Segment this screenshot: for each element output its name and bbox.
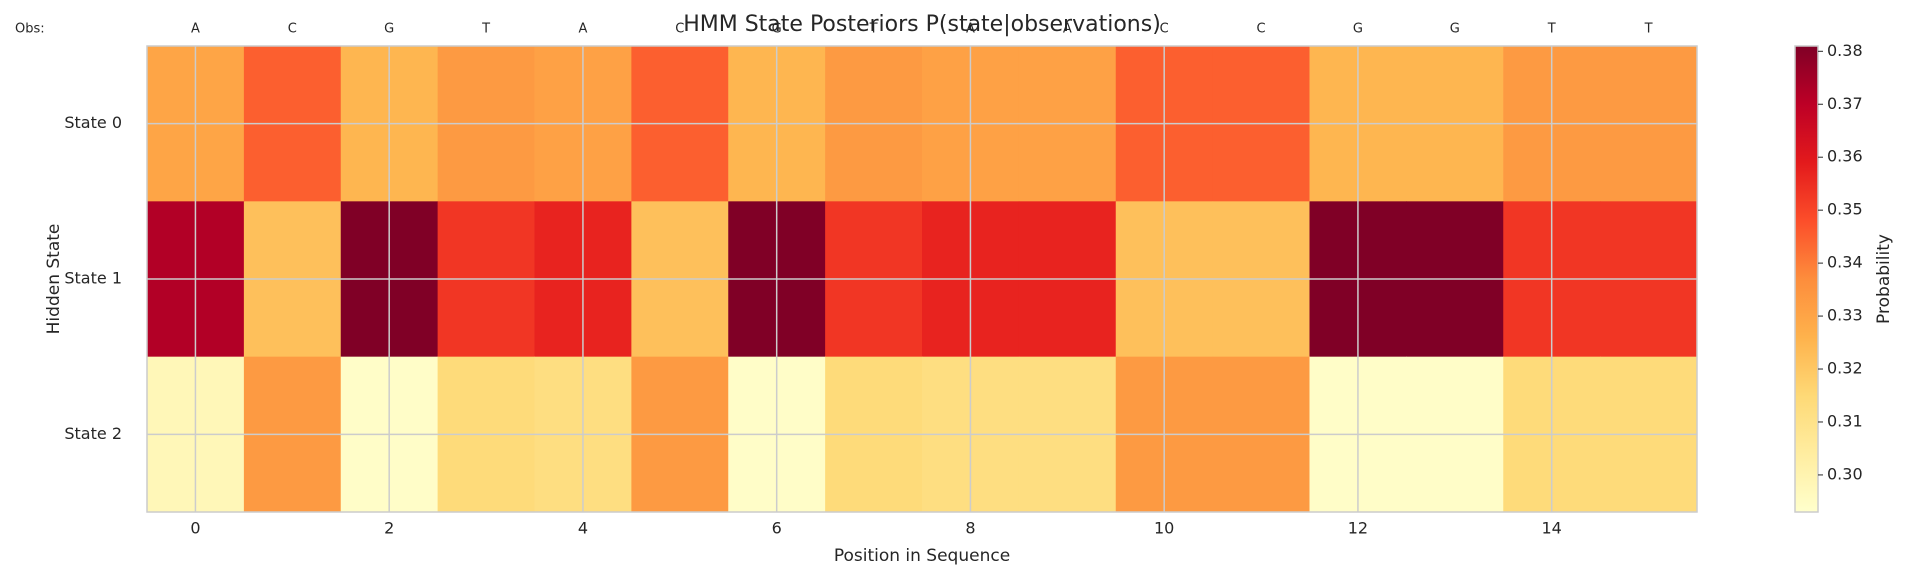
observation-label: G — [1450, 22, 1460, 37]
x-tick-label: 2 — [384, 519, 394, 538]
colorbar-tick-label: 0.33 — [1827, 306, 1863, 325]
colorbar-tick-label: 0.38 — [1827, 41, 1863, 60]
observation-label: A — [1063, 22, 1072, 37]
colorbar-tick-label: 0.35 — [1827, 200, 1863, 219]
y-tick-label: State 0 — [64, 113, 122, 132]
observation-label: T — [1644, 22, 1653, 37]
x-axis-label: Position in Sequence — [834, 546, 1010, 566]
obs-label: Obs: — [15, 22, 45, 37]
observation-label: T — [869, 22, 878, 37]
observation-label: G — [772, 22, 782, 37]
x-tick-label: 10 — [1154, 519, 1174, 538]
observation-label: A — [966, 22, 975, 37]
y-tick-label: State 1 — [64, 269, 122, 288]
y-axis-label: Hidden State — [44, 224, 64, 335]
x-tick-label: 0 — [190, 519, 200, 538]
observation-label: T — [1547, 22, 1556, 37]
plot-frame — [146, 45, 1698, 513]
observation-label: C — [1160, 22, 1169, 37]
y-tick-label: State 2 — [64, 424, 122, 443]
observation-label: A — [191, 22, 200, 37]
observation-label: C — [1257, 22, 1266, 37]
x-tick-label: 6 — [772, 519, 782, 538]
observation-label: C — [288, 22, 297, 37]
colorbar-label: Probability — [1874, 234, 1894, 324]
colorbar-tick-label: 0.30 — [1827, 464, 1863, 483]
x-tick-label: 4 — [578, 519, 588, 538]
colorbar-tick-label: 0.31 — [1827, 411, 1863, 430]
observation-label: G — [384, 22, 394, 37]
colorbar-tick-label: 0.34 — [1827, 253, 1863, 272]
x-tick-label: 14 — [1542, 519, 1562, 538]
observation-label: T — [481, 22, 490, 37]
colorbar-tick-label: 0.37 — [1827, 94, 1863, 113]
colorbar-tick-label: 0.32 — [1827, 359, 1863, 378]
chart-title: HMM State Posteriors P(state|observation… — [683, 12, 1161, 37]
colorbar — [1794, 45, 1819, 513]
colorbar-tick-label: 0.36 — [1827, 147, 1863, 166]
x-tick-label: 12 — [1348, 519, 1368, 538]
observation-label: C — [675, 22, 684, 37]
observation-label: G — [1353, 22, 1363, 37]
observation-label: A — [578, 22, 587, 37]
x-tick-label: 8 — [965, 519, 975, 538]
